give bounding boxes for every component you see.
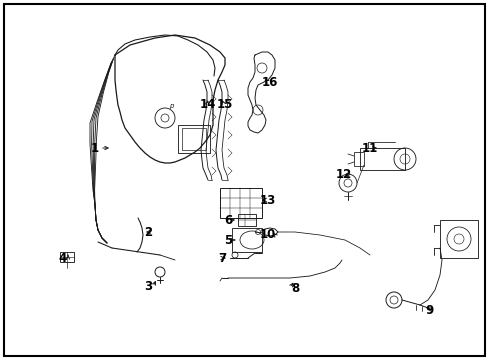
Bar — [359, 148, 404, 170]
Text: 12: 12 — [335, 168, 351, 181]
Text: 4: 4 — [59, 252, 67, 265]
Text: 15: 15 — [216, 99, 233, 112]
Text: 8: 8 — [290, 282, 299, 294]
Bar — [238, 214, 256, 226]
Text: 14: 14 — [200, 99, 216, 112]
Text: 1: 1 — [91, 141, 99, 154]
Text: 16: 16 — [261, 76, 278, 89]
Bar — [60, 252, 74, 262]
Text: 6: 6 — [224, 213, 232, 226]
Bar — [178, 125, 209, 153]
Bar — [182, 128, 205, 150]
Text: 9: 9 — [425, 303, 433, 316]
Text: p: p — [169, 103, 173, 109]
Text: 3: 3 — [143, 280, 152, 293]
Text: 11: 11 — [361, 141, 377, 154]
Text: 10: 10 — [259, 229, 276, 242]
Bar — [231, 228, 262, 252]
Text: 2: 2 — [143, 225, 152, 238]
Bar — [353, 152, 363, 166]
Text: 5: 5 — [224, 234, 232, 247]
Text: 13: 13 — [259, 194, 276, 207]
Text: 7: 7 — [218, 252, 225, 265]
Bar — [439, 220, 477, 258]
Bar — [220, 188, 262, 218]
